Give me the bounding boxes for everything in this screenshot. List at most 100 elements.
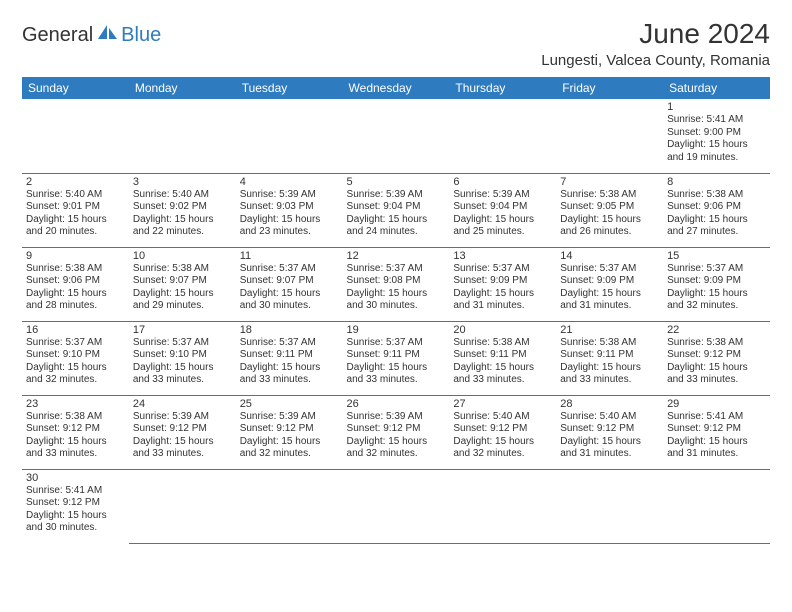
calendar-cell: 15Sunrise: 5:37 AMSunset: 9:09 PMDayligh… (663, 247, 770, 321)
sunset-text: Sunset: 9:12 PM (667, 349, 766, 362)
daylight-text: and 28 minutes. (26, 300, 125, 313)
daylight-text: and 19 minutes. (667, 152, 766, 165)
sunset-text: Sunset: 9:02 PM (133, 201, 232, 214)
calendar-cell: 30Sunrise: 5:41 AMSunset: 9:12 PMDayligh… (22, 469, 129, 543)
daylight-text: Daylight: 15 hours (560, 214, 659, 227)
sunrise-text: Sunrise: 5:39 AM (453, 189, 552, 202)
daylight-text: and 33 minutes. (240, 374, 339, 387)
sunset-text: Sunset: 9:12 PM (453, 423, 552, 436)
calendar-cell: 9Sunrise: 5:38 AMSunset: 9:06 PMDaylight… (22, 247, 129, 321)
sunrise-text: Sunrise: 5:39 AM (347, 189, 446, 202)
daylight-text: Daylight: 15 hours (560, 288, 659, 301)
sunset-text: Sunset: 9:12 PM (560, 423, 659, 436)
daylight-text: Daylight: 15 hours (453, 214, 552, 227)
daylight-text: and 33 minutes. (133, 448, 232, 461)
sunrise-text: Sunrise: 5:38 AM (133, 263, 232, 276)
calendar-row: 30Sunrise: 5:41 AMSunset: 9:12 PMDayligh… (22, 469, 770, 543)
daylight-text: and 27 minutes. (667, 226, 766, 239)
daylight-text: Daylight: 15 hours (453, 436, 552, 449)
sunrise-text: Sunrise: 5:37 AM (240, 337, 339, 350)
calendar-cell (343, 469, 450, 543)
calendar-cell: 26Sunrise: 5:39 AMSunset: 9:12 PMDayligh… (343, 395, 450, 469)
sunset-text: Sunset: 9:12 PM (240, 423, 339, 436)
day-header-row: Sunday Monday Tuesday Wednesday Thursday… (22, 77, 770, 99)
sunrise-text: Sunrise: 5:37 AM (667, 263, 766, 276)
sunrise-text: Sunrise: 5:41 AM (667, 114, 766, 127)
sunrise-text: Sunrise: 5:41 AM (667, 411, 766, 424)
title-block: June 2024 Lungesti, Valcea County, Roman… (541, 18, 770, 69)
calendar-cell: 19Sunrise: 5:37 AMSunset: 9:11 PMDayligh… (343, 321, 450, 395)
sunrise-text: Sunrise: 5:38 AM (667, 189, 766, 202)
day-number: 20 (453, 324, 552, 336)
calendar-cell (129, 469, 236, 543)
daylight-text: Daylight: 15 hours (133, 362, 232, 375)
day-number: 1 (667, 101, 766, 113)
calendar-row: 9Sunrise: 5:38 AMSunset: 9:06 PMDaylight… (22, 247, 770, 321)
calendar-cell (449, 99, 556, 173)
calendar-cell: 21Sunrise: 5:38 AMSunset: 9:11 PMDayligh… (556, 321, 663, 395)
sunset-text: Sunset: 9:11 PM (453, 349, 552, 362)
calendar-row: 23Sunrise: 5:38 AMSunset: 9:12 PMDayligh… (22, 395, 770, 469)
calendar-cell (343, 99, 450, 173)
day-header: Tuesday (236, 77, 343, 99)
day-number: 30 (26, 472, 125, 484)
sunrise-text: Sunrise: 5:37 AM (453, 263, 552, 276)
daylight-text: Daylight: 15 hours (453, 288, 552, 301)
day-number: 11 (240, 250, 339, 262)
brand-text-2: Blue (121, 24, 161, 47)
day-number: 7 (560, 176, 659, 188)
sunset-text: Sunset: 9:12 PM (26, 497, 125, 510)
sunset-text: Sunset: 9:11 PM (347, 349, 446, 362)
calendar-cell: 29Sunrise: 5:41 AMSunset: 9:12 PMDayligh… (663, 395, 770, 469)
calendar-row: 16Sunrise: 5:37 AMSunset: 9:10 PMDayligh… (22, 321, 770, 395)
day-header: Thursday (449, 77, 556, 99)
calendar-row: 2Sunrise: 5:40 AMSunset: 9:01 PMDaylight… (22, 173, 770, 247)
day-number: 23 (26, 398, 125, 410)
calendar-cell (556, 99, 663, 173)
daylight-text: and 31 minutes. (560, 300, 659, 313)
day-number: 14 (560, 250, 659, 262)
calendar-cell: 13Sunrise: 5:37 AMSunset: 9:09 PMDayligh… (449, 247, 556, 321)
calendar-cell: 1Sunrise: 5:41 AMSunset: 9:00 PMDaylight… (663, 99, 770, 173)
day-number: 21 (560, 324, 659, 336)
sunset-text: Sunset: 9:07 PM (133, 275, 232, 288)
day-number: 2 (26, 176, 125, 188)
calendar-cell: 24Sunrise: 5:39 AMSunset: 9:12 PMDayligh… (129, 395, 236, 469)
daylight-text: Daylight: 15 hours (667, 288, 766, 301)
daylight-text: Daylight: 15 hours (667, 214, 766, 227)
daylight-text: and 33 minutes. (667, 374, 766, 387)
daylight-text: and 22 minutes. (133, 226, 232, 239)
daylight-text: Daylight: 15 hours (560, 436, 659, 449)
daylight-text: and 31 minutes. (667, 448, 766, 461)
daylight-text: Daylight: 15 hours (347, 362, 446, 375)
calendar-table: Sunday Monday Tuesday Wednesday Thursday… (22, 77, 770, 544)
daylight-text: Daylight: 15 hours (667, 362, 766, 375)
day-number: 8 (667, 176, 766, 188)
sunrise-text: Sunrise: 5:39 AM (133, 411, 232, 424)
calendar-cell: 17Sunrise: 5:37 AMSunset: 9:10 PMDayligh… (129, 321, 236, 395)
location-text: Lungesti, Valcea County, Romania (541, 52, 770, 69)
calendar-cell: 7Sunrise: 5:38 AMSunset: 9:05 PMDaylight… (556, 173, 663, 247)
daylight-text: Daylight: 15 hours (26, 214, 125, 227)
sunrise-text: Sunrise: 5:37 AM (347, 337, 446, 350)
sunset-text: Sunset: 9:05 PM (560, 201, 659, 214)
calendar-cell (449, 469, 556, 543)
sunrise-text: Sunrise: 5:38 AM (26, 411, 125, 424)
daylight-text: and 26 minutes. (560, 226, 659, 239)
month-title: June 2024 (541, 18, 770, 50)
calendar-cell (556, 469, 663, 543)
daylight-text: Daylight: 15 hours (347, 436, 446, 449)
daylight-text: and 29 minutes. (133, 300, 232, 313)
sunset-text: Sunset: 9:10 PM (133, 349, 232, 362)
daylight-text: Daylight: 15 hours (26, 510, 125, 523)
daylight-text: and 33 minutes. (26, 448, 125, 461)
sunset-text: Sunset: 9:07 PM (240, 275, 339, 288)
day-number: 3 (133, 176, 232, 188)
daylight-text: Daylight: 15 hours (347, 288, 446, 301)
day-number: 27 (453, 398, 552, 410)
sunrise-text: Sunrise: 5:41 AM (26, 485, 125, 498)
calendar-cell: 10Sunrise: 5:38 AMSunset: 9:07 PMDayligh… (129, 247, 236, 321)
calendar-cell: 6Sunrise: 5:39 AMSunset: 9:04 PMDaylight… (449, 173, 556, 247)
daylight-text: and 31 minutes. (560, 448, 659, 461)
sunrise-text: Sunrise: 5:38 AM (453, 337, 552, 350)
